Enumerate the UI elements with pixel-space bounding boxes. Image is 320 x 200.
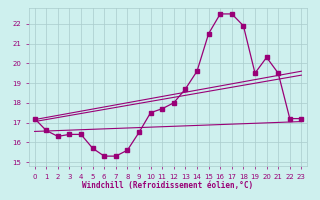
X-axis label: Windchill (Refroidissement éolien,°C): Windchill (Refroidissement éolien,°C) xyxy=(83,181,253,190)
